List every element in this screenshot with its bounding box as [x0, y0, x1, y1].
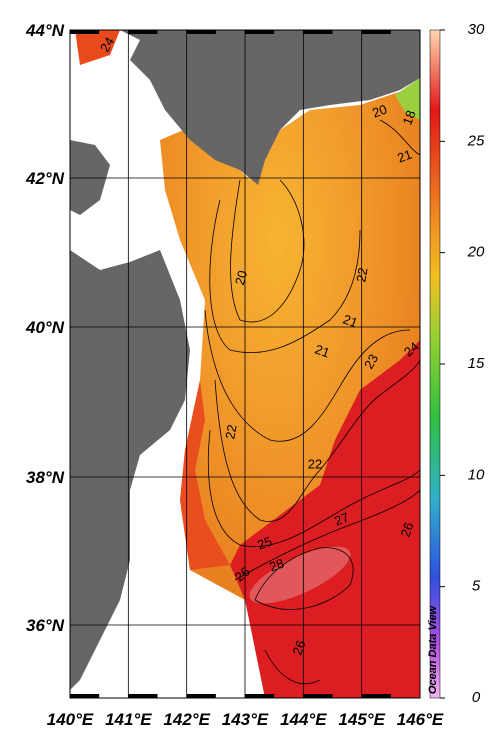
lon-label: 141°E — [105, 710, 152, 729]
colorbar-label: 10 — [468, 466, 485, 483]
contour-label: 25 — [255, 533, 274, 552]
frame-tick — [303, 30, 333, 34]
contour-label: 21 — [395, 146, 414, 165]
land — [70, 140, 110, 215]
land — [70, 250, 190, 690]
credit: Ocean Data View — [427, 604, 439, 694]
frame-tick — [361, 694, 391, 698]
colorbar-label: 5 — [472, 578, 481, 595]
contour-label: 23 — [361, 351, 381, 371]
frame-tick — [186, 694, 216, 698]
colorbar-label: 15 — [468, 355, 485, 372]
lat-label: 40°N — [25, 318, 65, 337]
graticule — [69, 29, 421, 698]
lon-label: 143°E — [222, 710, 269, 729]
contour-label: 26 — [397, 520, 416, 539]
contour-label: 20 — [370, 101, 389, 120]
colorbar-label: 20 — [467, 244, 485, 261]
lon-label: 145°E — [338, 710, 385, 729]
lon-label: 140°E — [47, 710, 94, 729]
colorbar-label: 30 — [468, 21, 485, 38]
lat-label: 42°N — [25, 169, 65, 188]
land — [120, 30, 420, 185]
lon-label: 146°E — [397, 710, 444, 729]
contour-label: 28 — [267, 555, 286, 574]
contour-label: 22 — [308, 456, 322, 471]
frame-tick — [245, 30, 275, 34]
contour-label: 22 — [353, 266, 370, 283]
lat-label: 44°N — [25, 21, 65, 40]
frame-tick — [128, 694, 158, 698]
lon-label: 144°E — [280, 710, 327, 729]
contour-label: 20 — [232, 269, 250, 287]
contour-label: 21 — [341, 311, 360, 330]
contour-label: 26 — [289, 638, 308, 657]
colorbar — [429, 29, 441, 699]
frame-tick — [186, 30, 216, 34]
contour-label: 27 — [332, 509, 351, 528]
lon-label: 142°E — [163, 710, 210, 729]
frame-tick — [361, 30, 391, 34]
frame-tick — [245, 694, 275, 698]
contour-label: 18 — [399, 108, 418, 127]
lat-label: 38°N — [26, 468, 65, 487]
frame-tick — [70, 694, 100, 698]
contour-label: 21 — [313, 341, 332, 360]
frame-tick — [128, 30, 158, 34]
contour-label: 24 — [97, 34, 117, 54]
colorbar-label: 0 — [472, 689, 481, 706]
lat-label: 36°N — [26, 616, 65, 635]
contour-label: 22 — [222, 423, 239, 440]
frame-tick — [70, 30, 100, 34]
colorbar-label: 25 — [467, 132, 485, 149]
frame-tick — [303, 694, 333, 698]
